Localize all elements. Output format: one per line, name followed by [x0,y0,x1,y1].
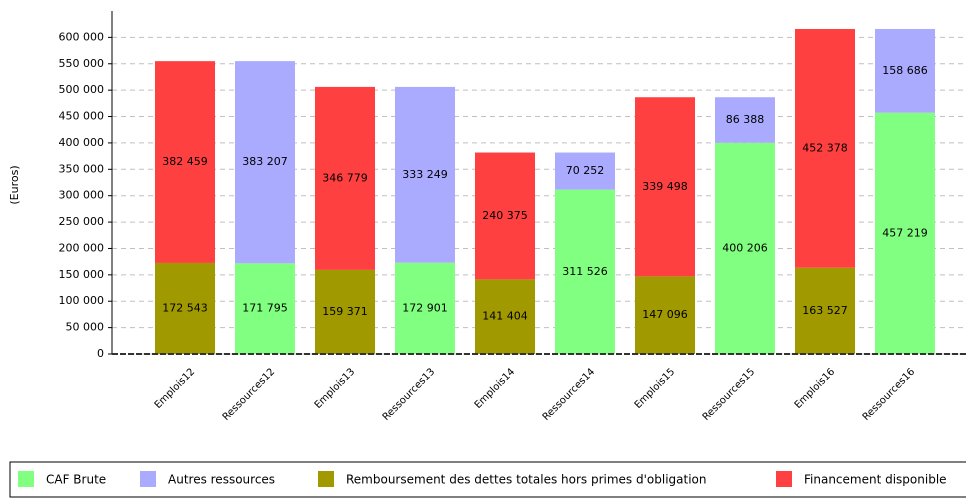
x-tick-label: Ressources16 [861,366,918,423]
value-label: 171 795 [242,302,288,315]
bar-segment [475,279,535,354]
value-label: 70 252 [566,164,605,177]
bar-segment [875,112,935,354]
value-label: 158 686 [882,64,928,77]
bar-segment [555,152,615,190]
y-tick-label: 550 000 [59,57,105,70]
x-tick-label: Emplois15 [633,366,678,411]
value-label: 452 378 [802,141,848,154]
y-tick-label: 0 [97,347,104,360]
x-tick-label: Ressources15 [701,366,758,423]
value-label: 172 543 [162,301,208,314]
y-tick-label: 500 000 [59,83,105,96]
value-label: 240 375 [482,209,528,222]
bar-segment [315,86,375,270]
value-label: 86 388 [726,113,765,126]
value-label: 383 207 [242,155,288,168]
x-tick-label: Emplois12 [153,366,198,411]
value-label: 457 219 [882,226,928,239]
x-tick-label: Emplois16 [793,366,838,411]
bar-segment [235,263,295,354]
value-label: 163 527 [802,304,848,317]
y-tick-label: 200 000 [59,241,105,254]
bar-segment [875,28,935,113]
bar-segment [235,61,295,264]
bar-segment [395,262,455,354]
bar-segment [795,267,855,354]
y-axis-label: (Euros) [8,165,21,204]
value-label: 311 526 [562,265,608,278]
bar-segment [395,86,455,263]
x-tick-label: Ressources13 [381,366,438,423]
legend-label: Remboursement des dettes totales hors pr… [346,473,707,487]
y-tick-label: 450 000 [59,110,105,123]
legend-box [9,461,966,498]
legend-swatch [776,471,792,487]
y-tick-label: 100 000 [59,294,105,307]
bar-segment [795,28,855,268]
value-label: 333 249 [402,168,448,181]
y-tick-label: 400 000 [59,136,105,149]
y-tick-label: 350 000 [59,162,105,175]
legend-swatch [140,471,156,487]
value-label: 159 371 [322,305,368,318]
bar-segment [155,262,215,354]
value-label: 400 206 [722,241,768,254]
value-label: 339 498 [642,180,688,193]
legend-label: Autres ressources [168,473,275,487]
x-tick-label: Emplois14 [473,366,518,411]
value-label: 382 459 [162,155,208,168]
y-tick-label: 600 000 [59,30,105,43]
bar-segment [635,97,695,277]
value-label: 147 096 [642,308,688,321]
bar-segment [315,269,375,354]
x-tick-label: Emplois13 [313,366,358,411]
y-tick-label: 300 000 [59,189,105,202]
bar-segment [635,276,695,354]
legend-label: CAF Brute [46,473,106,487]
y-tick-label: 50 000 [66,321,105,334]
value-label: 346 779 [322,171,368,184]
x-tick-label: Ressources12 [221,366,278,423]
legend-swatch [318,471,334,487]
bar-segment [475,152,535,280]
legend-label: Financement disponible [804,473,947,487]
y-tick-label: 150 000 [59,268,105,281]
value-label: 172 901 [402,301,448,314]
y-tick-label: 250 000 [59,215,105,228]
bar-segment [715,142,775,354]
bar-segment [555,189,615,354]
bar-segment [715,97,775,143]
value-label: 141 404 [482,310,528,323]
x-tick-label: Ressources14 [541,366,598,423]
bar-segment [155,61,215,263]
legend-swatch [18,471,34,487]
